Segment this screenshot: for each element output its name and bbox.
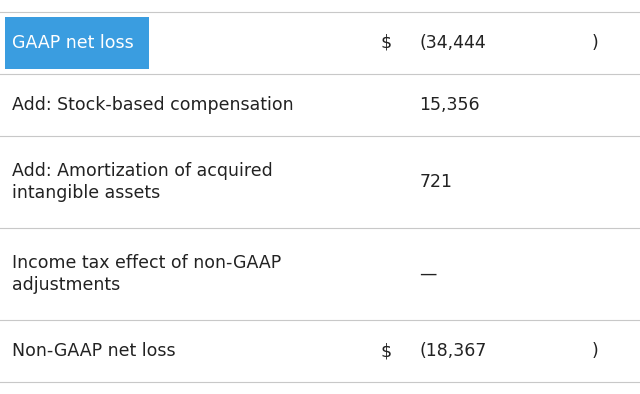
Text: Income tax effect of non-GAAP: Income tax effect of non-GAAP (12, 254, 281, 272)
Text: 721: 721 (419, 173, 452, 191)
Text: (34,444: (34,444 (419, 34, 486, 52)
Text: Add: Amortization of acquired: Add: Amortization of acquired (12, 162, 272, 180)
Text: adjustments: adjustments (12, 276, 120, 294)
Text: (18,367: (18,367 (419, 342, 486, 360)
Text: $: $ (381, 34, 392, 52)
Text: Non-GAAP net loss: Non-GAAP net loss (12, 342, 175, 360)
Text: intangible assets: intangible assets (12, 184, 160, 202)
Text: ): ) (592, 342, 599, 360)
Text: $: $ (381, 342, 392, 360)
Text: ): ) (592, 34, 599, 52)
FancyBboxPatch shape (5, 17, 149, 69)
Text: Add: Stock-based compensation: Add: Stock-based compensation (12, 96, 293, 114)
Text: 15,356: 15,356 (419, 96, 480, 114)
Text: GAAP net loss: GAAP net loss (12, 34, 133, 52)
Text: —: — (419, 265, 436, 283)
